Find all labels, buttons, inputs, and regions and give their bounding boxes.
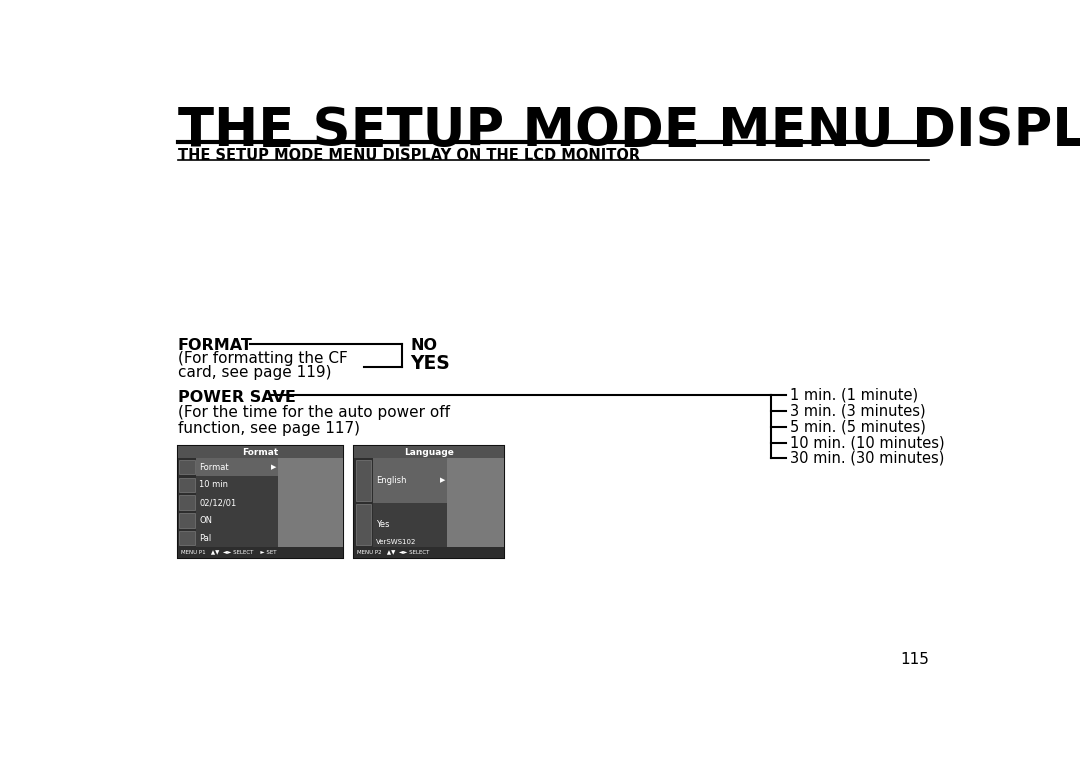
Bar [279, 458, 342, 547]
Text: Format: Format [200, 463, 229, 472]
Bar [177, 446, 342, 558]
Bar [354, 446, 504, 558]
Text: 10 min. (10 minutes): 10 min. (10 minutes) [789, 435, 945, 450]
Text: Language: Language [404, 448, 454, 457]
Text: THE SETUP MODE MENU DISPLAY ON THE LCD MONITOR: THE SETUP MODE MENU DISPLAY ON THE LCD M… [177, 148, 639, 163]
Bar [354, 446, 504, 458]
Bar [179, 477, 194, 492]
Text: English: English [376, 476, 406, 485]
Text: card, see page 119): card, see page 119) [177, 365, 332, 380]
Text: 1 min. (1 minute): 1 min. (1 minute) [789, 388, 918, 402]
Text: VerSWS102: VerSWS102 [376, 539, 417, 545]
Text: Pal: Pal [200, 533, 212, 542]
Text: MENU P2   ▲▼  ◄► SELECT: MENU P2 ▲▼ ◄► SELECT [357, 550, 430, 555]
Text: (For the time for the auto power off: (For the time for the auto power off [177, 405, 449, 420]
Bar [354, 458, 373, 547]
Bar [197, 458, 279, 476]
Bar [373, 458, 447, 503]
Text: 10 min: 10 min [200, 480, 228, 490]
Text: 5 min. (5 minutes): 5 min. (5 minutes) [789, 419, 926, 435]
Text: FORMAT: FORMAT [177, 338, 253, 353]
Bar [354, 547, 504, 558]
Text: ▶: ▶ [271, 464, 276, 470]
Text: 115: 115 [901, 652, 930, 667]
Text: 3 min. (3 minutes): 3 min. (3 minutes) [789, 403, 926, 418]
Text: (For formatting the CF: (For formatting the CF [177, 351, 348, 366]
Bar [177, 547, 342, 558]
Bar [177, 446, 342, 458]
Text: MENU P1   ▲▼  ◄► SELECT    ► SET: MENU P1 ▲▼ ◄► SELECT ► SET [180, 550, 276, 555]
Text: POWER SAVE: POWER SAVE [177, 390, 296, 405]
Text: THE SETUP MODE MENU DISPLAY: THE SETUP MODE MENU DISPLAY [177, 105, 1080, 157]
Text: NO: NO [410, 338, 437, 353]
Bar [356, 504, 372, 545]
Text: ▶: ▶ [440, 477, 445, 483]
Text: function, see page 117): function, see page 117) [177, 421, 360, 435]
Bar [447, 458, 504, 547]
Text: Format: Format [242, 448, 279, 457]
Bar [177, 458, 197, 547]
Bar [179, 513, 194, 528]
Text: YES: YES [410, 353, 450, 373]
Text: ON: ON [200, 516, 213, 525]
Text: 02/12/01: 02/12/01 [200, 498, 237, 507]
Bar [179, 495, 194, 510]
Text: Yes: Yes [376, 520, 390, 529]
Bar [179, 531, 194, 545]
Text: 30 min. (30 minutes): 30 min. (30 minutes) [789, 451, 944, 466]
Bar [356, 460, 372, 501]
Bar [179, 460, 194, 474]
